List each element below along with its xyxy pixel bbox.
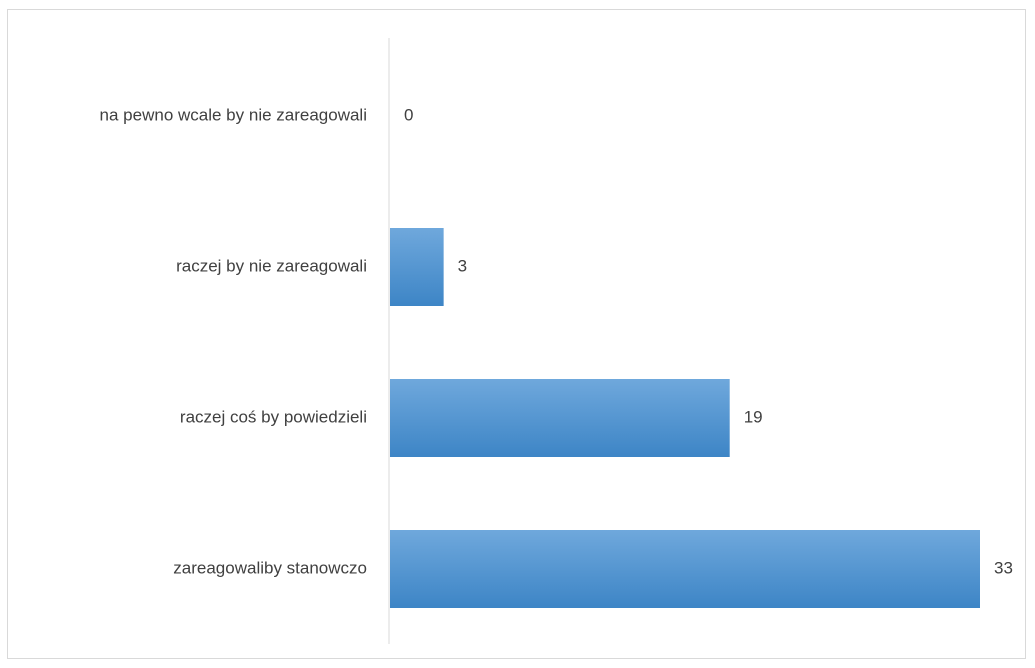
bar [390, 530, 980, 608]
category-label: na pewno wcale by nie zareagowali [100, 105, 367, 124]
data-label: 0 [404, 105, 413, 124]
data-label: 19 [744, 407, 763, 426]
data-label: 3 [458, 256, 467, 275]
category-label: raczej coś by powiedzieli [180, 407, 367, 426]
bar [390, 228, 444, 306]
data-label: 33 [994, 558, 1013, 577]
bar [390, 379, 730, 457]
category-label: raczej by nie zareagowali [176, 256, 367, 275]
category-label: zareagowaliby stanowczo [173, 558, 367, 577]
